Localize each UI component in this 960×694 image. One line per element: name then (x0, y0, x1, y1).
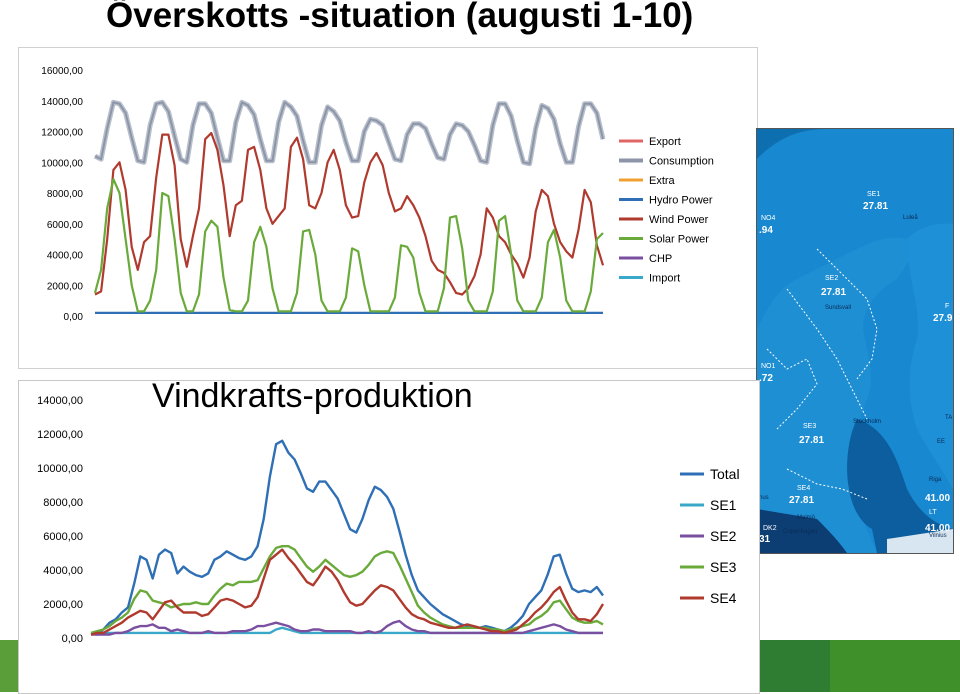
legend-label: Extra (649, 175, 676, 187)
slide-title: Överskotts -situation (augusti 1-10) (106, 0, 694, 35)
land-south-east (887, 529, 953, 553)
chart-subtitle: Vindkrafts-produktion (152, 377, 473, 415)
map-area-se1-label: SE1 (867, 191, 881, 198)
series-line-wind-power (94, 131, 605, 296)
legend-label: Export (649, 136, 681, 148)
legend-label: Total (710, 466, 740, 482)
legend-label: SE4 (710, 590, 737, 606)
map-area-se2-price: 27.81 (821, 287, 847, 298)
y-tick-label: 16000,00 (41, 66, 83, 77)
land-scandinavia (757, 129, 953, 553)
legend-label: SE2 (710, 528, 737, 544)
y-tick-label: 2000,00 (47, 281, 84, 292)
series-line-consumption (94, 101, 604, 165)
legend-label: Import (649, 272, 680, 284)
map-city-ta: TA (945, 415, 953, 421)
map-area-se3-label: SE3 (803, 423, 817, 430)
legend-label: CHP (649, 253, 672, 265)
y-tick-label: 2000,00 (43, 599, 83, 611)
map-city-sundsvall: Sundsvall (825, 305, 852, 311)
border-se1-se2 (816, 248, 878, 380)
map-area-ee-label: EE (937, 439, 946, 445)
legend-label: Wind Power (649, 214, 709, 226)
map-land-svg (757, 129, 953, 553)
legend-label: SE1 (710, 497, 737, 513)
series-line-se4 (90, 548, 605, 636)
production-chart-svg: 0,00 2000,00 4000,00 6000,00 8000,00 10000,00… (41, 66, 714, 323)
y-tick-label: 0,00 (64, 312, 84, 323)
map-area-se2-label: SE2 (825, 275, 839, 282)
map-area-se4-price: 27.81 (789, 495, 815, 506)
legend-label: Solar Power (649, 233, 709, 245)
map-area-no4-label: NO4 (761, 215, 776, 222)
map-area-fi-price: 27.9 (933, 313, 953, 324)
map-city-riga: Riga (929, 477, 942, 483)
y-tick-label: 0,00 (62, 633, 83, 645)
legend-label: Consumption (649, 155, 714, 167)
series-line-total (90, 439, 604, 636)
map-city-lulea: Luleå (903, 215, 918, 221)
footer-band-dark (830, 640, 960, 692)
map-area-lt-label: LT (929, 509, 937, 516)
series-line-se2 (91, 619, 603, 636)
y-tick-label: 14000,00 (41, 97, 83, 108)
map-area-lv-price: 41.00 (925, 493, 951, 504)
y-tick-label: 10000,00 (37, 463, 83, 475)
y-tick-label: 14000,00 (37, 395, 83, 407)
border-se3-se4 (786, 468, 868, 500)
map-area-no1-price: .72 (759, 373, 773, 384)
y-tick-label: 4000,00 (43, 565, 83, 577)
map-area-dk2-label: DK2 (763, 525, 777, 532)
sea-baltic (847, 419, 953, 553)
map-area-dk2-price: 31 (759, 534, 771, 545)
map-city-aarhus: rhus (757, 495, 769, 501)
map-area-se1-price: 27.81 (863, 201, 889, 212)
series-line-se3 (90, 544, 604, 635)
y-tick-label: 4000,00 (47, 251, 84, 262)
map-area-no4-price: .94 (759, 225, 773, 236)
production-chart: 0,00 2000,00 4000,00 6000,00 8000,00 10000,00… (18, 47, 758, 369)
y-tick-label: 6000,00 (43, 531, 83, 543)
border-se2-se3 (786, 288, 868, 420)
y-tick-label: 12000,00 (41, 128, 83, 139)
map-area-se4-label: SE4 (797, 485, 811, 492)
map-city-malmo: Malmö (797, 515, 816, 521)
y-tick-label: 8000,00 (47, 189, 84, 200)
y-tick-label: 12000,00 (37, 429, 83, 441)
sea-south (757, 509, 847, 553)
y-tick-label: 6000,00 (47, 220, 84, 231)
price-area-map: SE1 27.81 SE2 27.81 SE3 27.81 SE4 27.81 … (756, 128, 954, 554)
land-finland (907, 223, 953, 489)
series-line-solar-power (93, 178, 604, 313)
map-city-vilnius: Vilnius (929, 533, 947, 539)
wind-production-chart-svg: 0,00 2000,00 4000,00 6000,00 8000,00 10000,00… (37, 395, 740, 645)
border-norway (766, 348, 818, 430)
map-city-copenhagen: Copenhagen (783, 529, 818, 535)
map-city-stockholm: Stockholm (853, 419, 882, 425)
map-area-lt-price: 41.00 (925, 523, 951, 534)
map-area-fi-label: F (945, 303, 950, 310)
y-tick-label: 8000,00 (43, 497, 83, 509)
wind-production-chart: 0,00 2000,00 4000,00 6000,00 8000,00 10000,00… (18, 380, 760, 694)
sea-north (757, 129, 827, 159)
legend-label: SE3 (710, 559, 737, 575)
legend-label: Hydro Power (649, 194, 713, 206)
map-area-no1-label: NO1 (761, 363, 776, 370)
map-area-se3-price: 27.81 (799, 435, 825, 446)
y-tick-label: 10000,00 (41, 158, 83, 169)
